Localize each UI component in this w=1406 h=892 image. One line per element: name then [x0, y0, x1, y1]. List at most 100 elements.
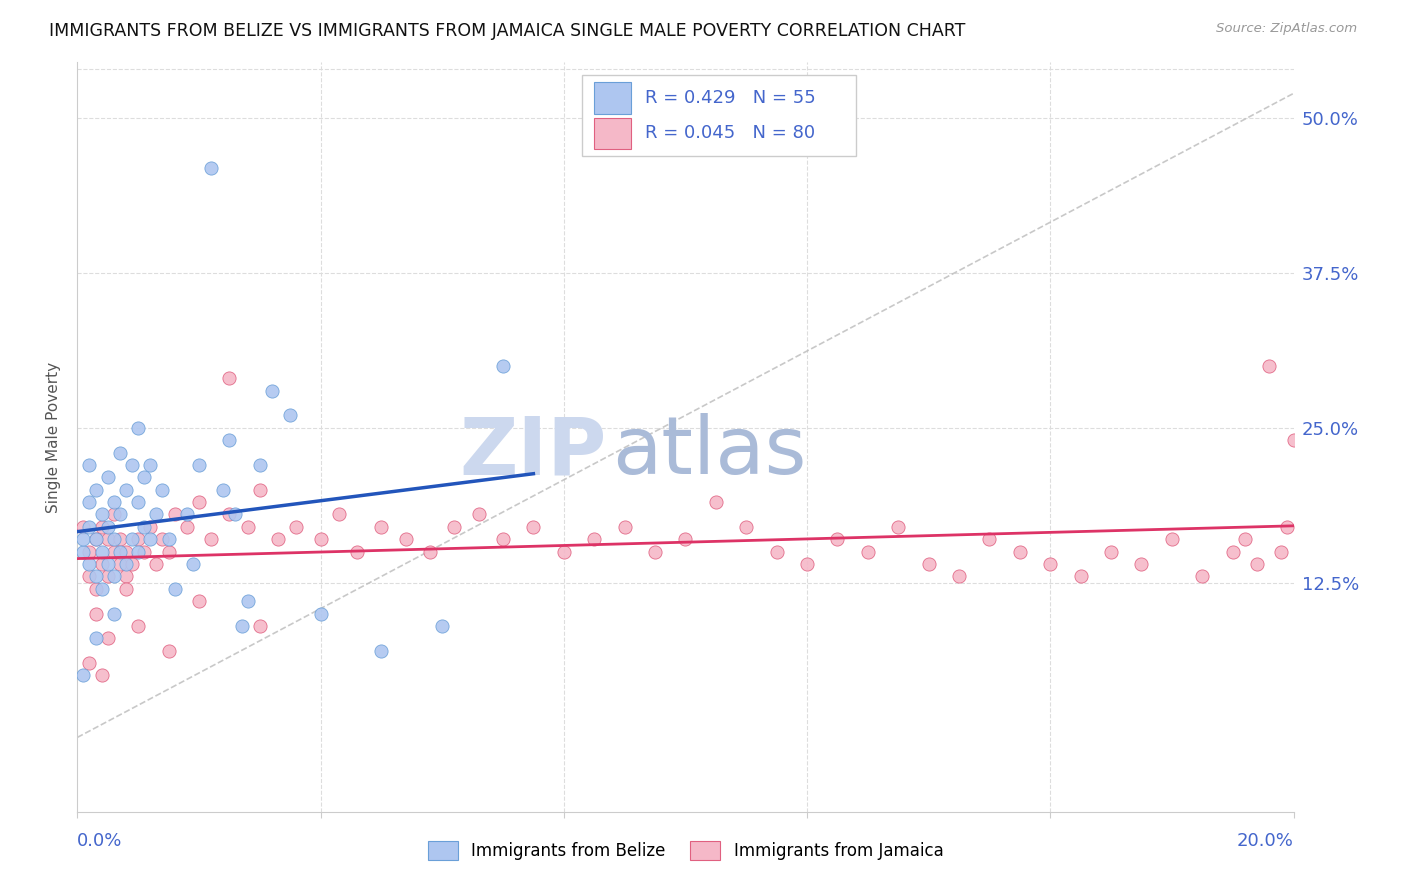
Point	[796, 557, 818, 571]
Point	[84, 569, 107, 583]
Point	[145, 557, 167, 571]
Point	[84, 533, 107, 547]
Point	[121, 458, 143, 472]
Point	[267, 533, 290, 547]
Point	[145, 508, 167, 522]
Point	[90, 544, 112, 558]
Point	[249, 619, 271, 633]
Point	[613, 520, 636, 534]
Point	[236, 594, 259, 608]
Point	[583, 533, 606, 547]
Point	[218, 433, 240, 447]
Point	[346, 544, 368, 558]
Point	[108, 445, 131, 459]
Point	[644, 544, 666, 558]
Point	[152, 483, 174, 497]
Legend: Immigrants from Belize, Immigrants from Jamaica: Immigrants from Belize, Immigrants from …	[420, 835, 950, 867]
Point	[72, 668, 94, 682]
Point	[176, 520, 198, 534]
Point	[84, 483, 107, 497]
Point	[1161, 533, 1184, 547]
Point	[103, 544, 125, 558]
Point	[419, 544, 441, 558]
Text: Source: ZipAtlas.com: Source: ZipAtlas.com	[1216, 22, 1357, 36]
Point	[675, 533, 697, 547]
Point	[200, 533, 222, 547]
Point	[84, 632, 107, 646]
Point	[309, 533, 332, 547]
Point	[79, 520, 101, 534]
Text: R = 0.429   N = 55: R = 0.429 N = 55	[645, 89, 815, 107]
Point	[115, 557, 138, 571]
Point	[1039, 557, 1062, 571]
Point	[1130, 557, 1153, 571]
Point	[157, 544, 180, 558]
Point	[395, 533, 418, 547]
Point	[139, 458, 162, 472]
Point	[90, 557, 112, 571]
Y-axis label: Single Male Poverty: Single Male Poverty	[46, 361, 62, 513]
Point	[188, 458, 211, 472]
Point	[115, 483, 138, 497]
Point	[103, 533, 125, 547]
Point	[84, 607, 107, 621]
Point	[90, 508, 112, 522]
Point	[97, 557, 120, 571]
Point	[188, 495, 211, 509]
Point	[157, 533, 180, 547]
Point	[1258, 359, 1281, 373]
Point	[1233, 533, 1256, 547]
Point	[765, 544, 787, 558]
Point	[139, 520, 162, 534]
Point	[79, 557, 101, 571]
Point	[108, 557, 131, 571]
Point	[115, 582, 138, 596]
Point	[152, 533, 174, 547]
Point	[200, 161, 222, 175]
Point	[1270, 544, 1292, 558]
FancyBboxPatch shape	[582, 75, 856, 156]
Point	[856, 544, 879, 558]
FancyBboxPatch shape	[595, 82, 631, 113]
Point	[249, 483, 271, 497]
Point	[134, 544, 156, 558]
Point	[328, 508, 350, 522]
Point	[224, 508, 246, 522]
Point	[157, 644, 180, 658]
Point	[1008, 544, 1031, 558]
Point	[79, 656, 101, 670]
Point	[553, 544, 575, 558]
Text: IMMIGRANTS FROM BELIZE VS IMMIGRANTS FROM JAMAICA SINGLE MALE POVERTY CORRELATIO: IMMIGRANTS FROM BELIZE VS IMMIGRANTS FRO…	[49, 22, 966, 40]
Point	[121, 557, 143, 571]
Point	[134, 520, 156, 534]
Point	[163, 582, 186, 596]
Point	[1070, 569, 1092, 583]
Point	[285, 520, 308, 534]
Point	[492, 359, 515, 373]
Point	[103, 508, 125, 522]
Point	[979, 533, 1001, 547]
Point	[1282, 433, 1305, 447]
Point	[108, 508, 131, 522]
Point	[97, 470, 120, 484]
Point	[115, 544, 138, 558]
Point	[370, 520, 392, 534]
Point	[127, 495, 149, 509]
Point	[108, 533, 131, 547]
Point	[1222, 544, 1244, 558]
Point	[72, 520, 94, 534]
Point	[127, 533, 149, 547]
Point	[522, 520, 544, 534]
Point	[90, 582, 112, 596]
Text: ZIP: ZIP	[460, 413, 606, 491]
Point	[97, 520, 120, 534]
Point	[127, 421, 149, 435]
Point	[309, 607, 332, 621]
Point	[72, 544, 94, 558]
Point	[127, 544, 149, 558]
Point	[84, 533, 107, 547]
Point	[84, 582, 107, 596]
Text: 20.0%: 20.0%	[1237, 831, 1294, 849]
Point	[103, 607, 125, 621]
Point	[79, 569, 101, 583]
